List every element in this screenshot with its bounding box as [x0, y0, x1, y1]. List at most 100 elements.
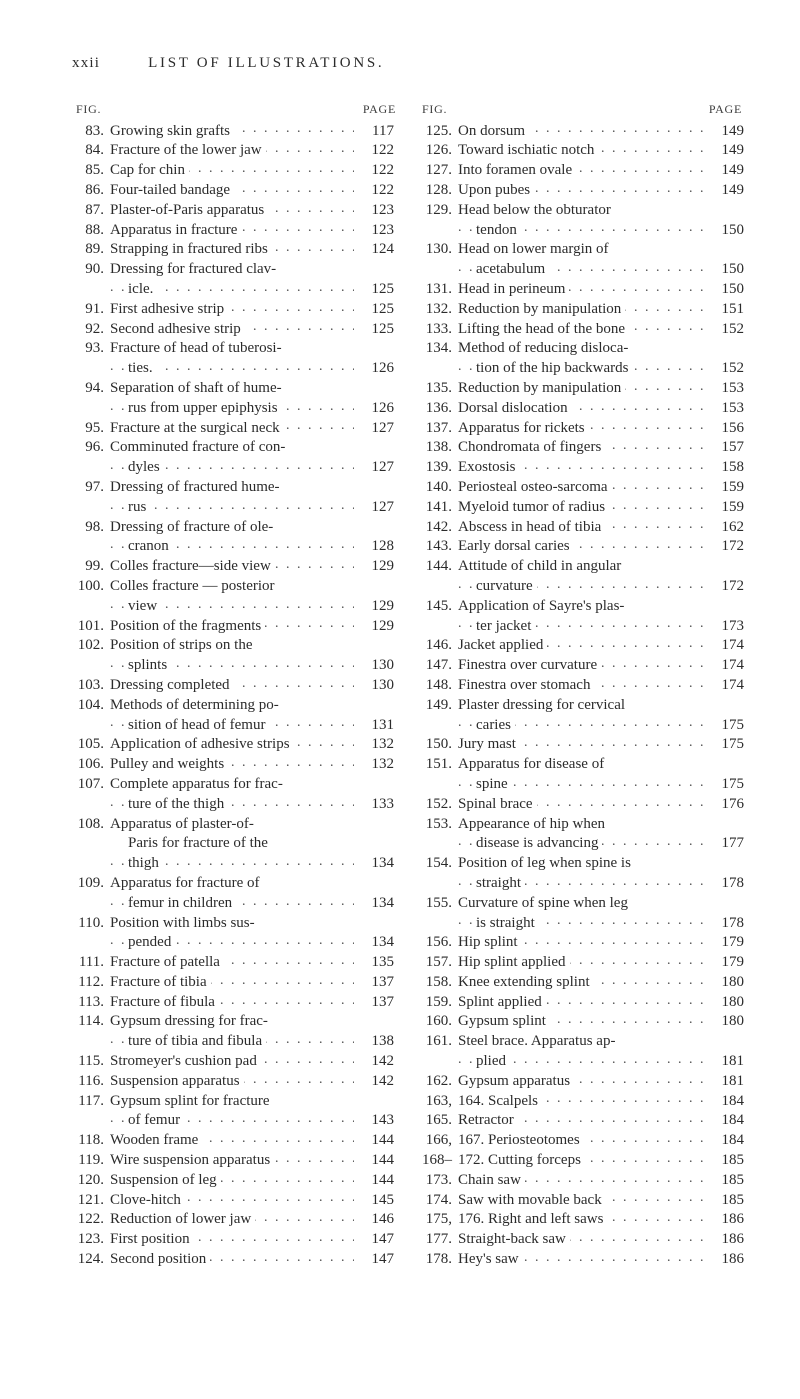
- figure-number: 93.: [72, 339, 104, 359]
- figure-title-cell: Head below the obturatortendon: [458, 201, 704, 241]
- figure-title: Fracture of fibula: [110, 994, 219, 1010]
- page-number: 129: [360, 617, 394, 637]
- figure-title-cell: Method of reducing disloca-tion of the h…: [458, 339, 704, 379]
- figure-title-cell: Hip splint: [458, 933, 704, 953]
- list-entry: 104.Methods of determining po-sition of …: [72, 696, 398, 736]
- figure-title-line: ties.: [128, 360, 157, 376]
- figure-title-cell: 176. Right and left saws: [458, 1210, 704, 1230]
- figure-title-cell: Steel brace. Apparatus ap-plied: [458, 1032, 704, 1072]
- figure-title: Four-tailed bandage: [110, 182, 234, 198]
- figure-title: Chain saw: [458, 1172, 525, 1188]
- figure-title: Periosteal osteo-sarcoma: [458, 479, 612, 495]
- figure-title-line: Paris for fracture of the: [128, 835, 272, 851]
- figure-title-line: thigh: [128, 855, 163, 871]
- figure-number: 112.: [72, 973, 104, 993]
- list-entry: 102.Position of strips on thesplints130: [72, 636, 398, 676]
- figure-title-cell: Finestra over curvature: [458, 656, 704, 676]
- list-entry: 117.Gypsum splint for fractureof femur14…: [72, 1092, 398, 1132]
- list-entry: 155.Curvature of spine when legis straig…: [418, 894, 744, 934]
- figure-number: 111.: [72, 953, 104, 973]
- figure-number: 99.: [72, 557, 104, 577]
- list-entry: 148.Finestra over stomach174: [418, 676, 744, 696]
- page-number: 179: [710, 953, 744, 973]
- figure-title-cell: Fracture of head of tuberosi-ties.: [110, 339, 354, 379]
- page-number: 130: [360, 656, 394, 676]
- page-number: 142: [360, 1052, 394, 1072]
- figure-title-cell: Apparatus for fracture offemur in childr…: [110, 874, 354, 914]
- figure-number: 133.: [420, 320, 452, 340]
- page-number: 175: [710, 775, 744, 795]
- page-header: xxii LIST OF ILLUSTRATIONS.: [72, 54, 744, 74]
- list-entry: 120.Suspension of leg144: [72, 1171, 398, 1191]
- figure-title: Fracture of the lower jaw: [110, 142, 266, 158]
- figure-title-cell: Myeloid tumor of radius: [458, 498, 704, 518]
- list-entry: 111.Fracture of patella135: [72, 953, 398, 973]
- figure-title-line: splints: [128, 657, 171, 673]
- list-entry: 125.On dorsum149: [418, 122, 744, 142]
- figure-number: 151.: [420, 755, 452, 775]
- figure-title-line: Fracture of head of tuberosi-: [110, 340, 286, 356]
- figure-number: 140.: [420, 478, 452, 498]
- figure-number: 100.: [72, 577, 104, 597]
- list-entry: 166,167. Periosteotomes184: [418, 1131, 744, 1151]
- figure-title-line: disease is advancing: [476, 835, 602, 851]
- figure-number: 173.: [420, 1171, 452, 1191]
- figure-title-line: Method of reducing disloca-: [458, 340, 632, 356]
- list-entry: 90.Dressing for fractured clav-icle.125: [72, 260, 398, 300]
- page-number: 117: [360, 122, 394, 142]
- figure-title-cell: Jacket applied: [458, 636, 704, 656]
- figure-number: 135.: [420, 379, 452, 399]
- figure-title-line: Gypsum splint for fracture: [110, 1093, 274, 1109]
- page-number: 150: [710, 280, 744, 300]
- figure-number: 123.: [72, 1230, 104, 1250]
- figure-number: 153.: [420, 815, 452, 835]
- figure-title: Stromeyer's cushion pad: [110, 1053, 261, 1069]
- figure-number: 174.: [420, 1191, 452, 1211]
- page-number: 128: [360, 537, 394, 557]
- figure-title-cell: Comminuted fracture of con-dyles: [110, 438, 354, 478]
- list-entry: 168–172. Cutting forceps185: [418, 1151, 744, 1171]
- figure-title: Reduction of lower jaw: [110, 1211, 255, 1227]
- figure-title-cell: Cap for chin: [110, 161, 354, 181]
- figure-title-cell: Strapping in fractured ribs: [110, 240, 354, 260]
- figure-number: 102.: [72, 636, 104, 656]
- list-entry: 136.Dorsal dislocation153: [418, 399, 744, 419]
- figure-title-line: Plaster dressing for cervical: [458, 697, 629, 713]
- list-entry: 106.Pulley and weights132: [72, 755, 398, 775]
- figure-number: 137.: [420, 419, 452, 439]
- figure-number: 131.: [420, 280, 452, 300]
- figure-number: 89.: [72, 240, 104, 260]
- list-entry: 121.Clove-hitch145: [72, 1191, 398, 1211]
- figure-title: Application of adhesive strips: [110, 736, 294, 752]
- figure-title-cell: Position of the fragments: [110, 617, 354, 637]
- figure-title-line: Colles fracture — posterior: [110, 578, 279, 594]
- column-head-right: FIG. PAGE: [418, 102, 744, 118]
- figure-title-line: ture of the thigh: [128, 796, 228, 812]
- figure-title-cell: Apparatus for rickets: [458, 419, 704, 439]
- list-entry: 84.Fracture of the lower jaw122: [72, 141, 398, 161]
- figure-title-line: sition of head of femur: [128, 717, 269, 733]
- figure-number: 90.: [72, 260, 104, 280]
- figure-title-line: spine: [476, 776, 512, 792]
- figure-title-cell: Pulley and weights: [110, 755, 354, 775]
- page-number: 144: [360, 1131, 394, 1151]
- figure-title-line: caries: [476, 717, 515, 733]
- list-columns: FIG. PAGE 83.Growing skin grafts11784.Fr…: [72, 102, 744, 1270]
- page-number: 180: [710, 1012, 744, 1032]
- page-number: 132: [360, 735, 394, 755]
- figure-number: 116.: [72, 1072, 104, 1092]
- figure-title-cell: Dorsal dislocation: [458, 399, 704, 419]
- list-entry: 142.Abscess in head of tibia162: [418, 518, 744, 538]
- figure-title-line: Application of Sayre's plas-: [458, 598, 628, 614]
- figure-title-cell: Fracture of tibia: [110, 973, 354, 993]
- figure-title-cell: Fracture at the surgical neck: [110, 419, 354, 439]
- list-entry: 95.Fracture at the surgical neck127: [72, 419, 398, 439]
- page-number: 158: [710, 458, 744, 478]
- page-number: 130: [360, 676, 394, 696]
- figure-title-cell: Exostosis: [458, 458, 704, 478]
- figure-title-line: of femur: [128, 1112, 184, 1128]
- figure-title: Gypsum apparatus: [458, 1073, 574, 1089]
- figure-number: 108.: [72, 815, 104, 835]
- figure-title-cell: Methods of determining po-sition of head…: [110, 696, 354, 736]
- list-entry: 144.Attitude of child in angularcurvatur…: [418, 557, 744, 597]
